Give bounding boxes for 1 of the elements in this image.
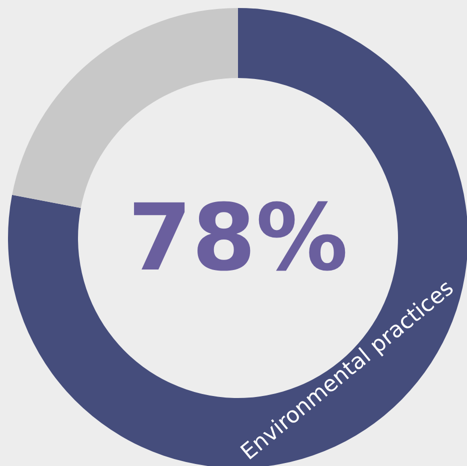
data-label: 78% bbox=[128, 184, 348, 292]
